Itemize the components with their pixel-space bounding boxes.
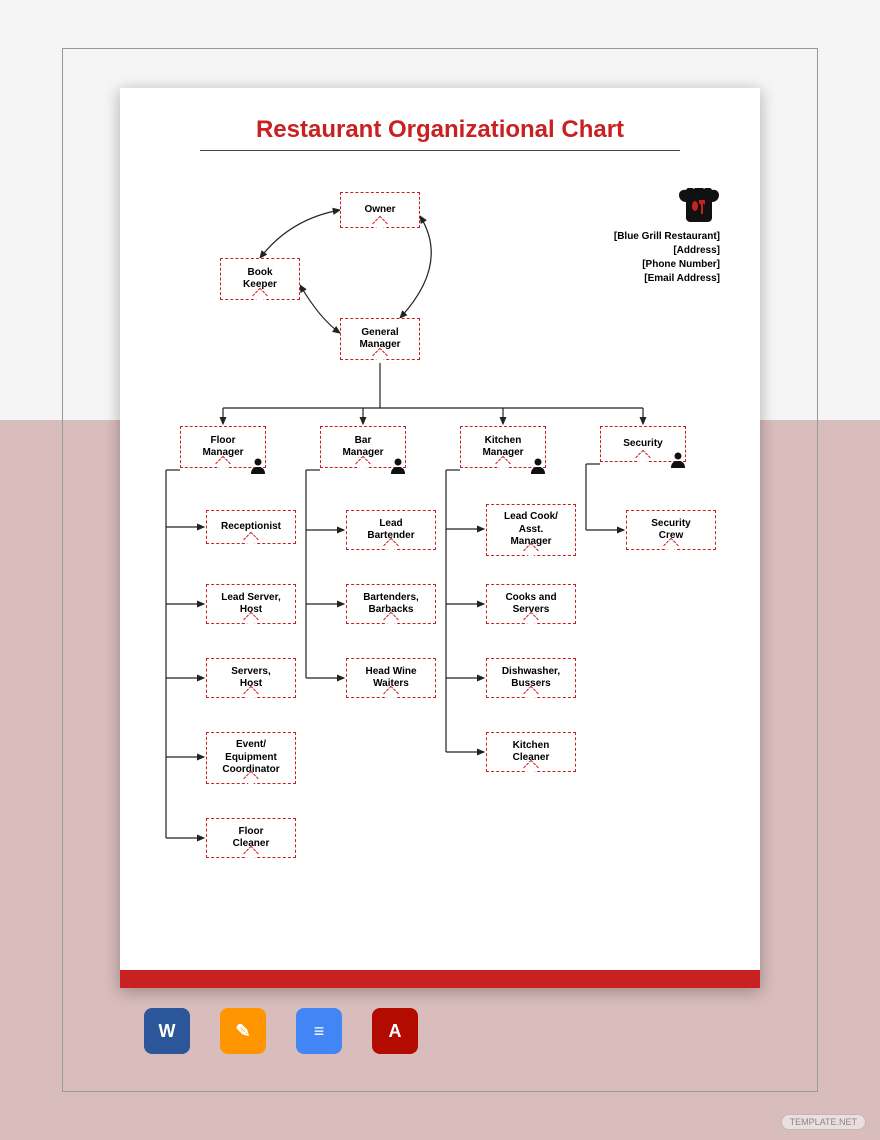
chart-title: Restaurant Organizational Chart bbox=[120, 88, 760, 150]
node-bookkeeper: BookKeeper bbox=[220, 258, 300, 300]
watermark: TEMPLATE.NET bbox=[781, 1114, 866, 1130]
node-event: Event/EquipmentCoordinator bbox=[206, 732, 296, 784]
document-page: Restaurant Organizational Chart [Blue Gr… bbox=[120, 88, 760, 988]
gdocs-icon[interactable]: ≡ bbox=[296, 1008, 342, 1054]
node-floor: FloorManager bbox=[180, 426, 266, 468]
node-floorclean: FloorCleaner bbox=[206, 818, 296, 858]
node-leadcook: Lead Cook/Asst.Manager bbox=[486, 504, 576, 556]
footer-bar bbox=[120, 970, 760, 988]
person-icon bbox=[389, 457, 407, 475]
org-chart: Owner BookKeeper GeneralManager FloorManage… bbox=[120, 168, 760, 968]
node-kitclean: KitchenCleaner bbox=[486, 732, 576, 772]
node-dish: Dishwasher,Bussers bbox=[486, 658, 576, 698]
node-cooks: Cooks andServers bbox=[486, 584, 576, 624]
node-leadbart: LeadBartender bbox=[346, 510, 436, 550]
node-wine: Head WineWaiters bbox=[346, 658, 436, 698]
node-security: Security bbox=[600, 426, 686, 462]
node-owner: Owner bbox=[340, 192, 420, 228]
pdf-icon[interactable]: A bbox=[372, 1008, 418, 1054]
node-bar: BarManager bbox=[320, 426, 406, 468]
word-icon[interactable]: W bbox=[144, 1008, 190, 1054]
node-bartbacks: Bartenders,Barbacks bbox=[346, 584, 436, 624]
person-icon bbox=[669, 451, 687, 469]
person-icon bbox=[529, 457, 547, 475]
node-leadserver: Lead Server,Host bbox=[206, 584, 296, 624]
node-recep: Receptionist bbox=[206, 510, 296, 544]
pages-icon[interactable]: ✎ bbox=[220, 1008, 266, 1054]
node-servers: Servers,Host bbox=[206, 658, 296, 698]
title-rule bbox=[200, 150, 680, 151]
node-gm: GeneralManager bbox=[340, 318, 420, 360]
node-kitchen: KitchenManager bbox=[460, 426, 546, 468]
app-icons-row: W ✎ ≡ A bbox=[144, 1008, 418, 1054]
person-icon bbox=[249, 457, 267, 475]
node-seccrew: SecurityCrew bbox=[626, 510, 716, 550]
